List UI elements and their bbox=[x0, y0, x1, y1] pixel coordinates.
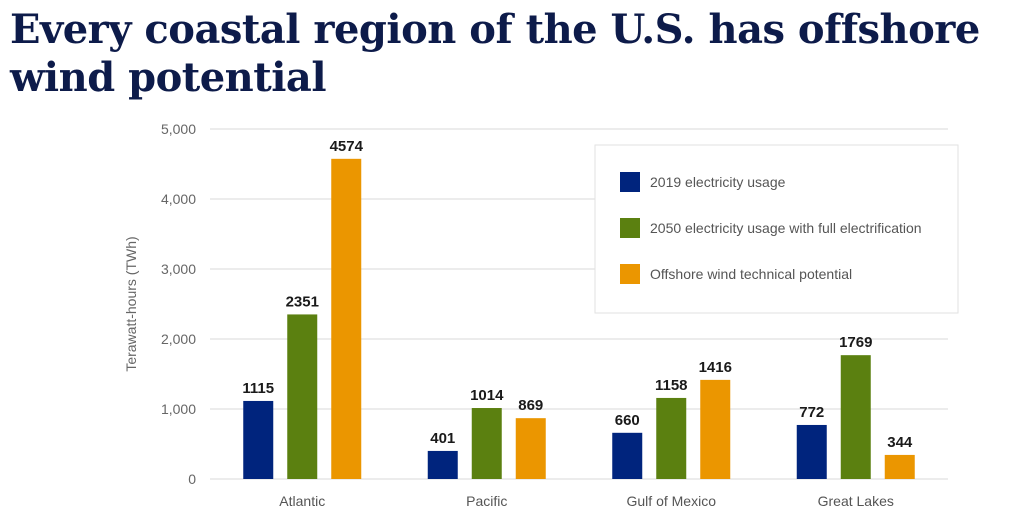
bar bbox=[884, 454, 915, 479]
legend-swatch bbox=[620, 172, 640, 192]
data-label: 1158 bbox=[655, 377, 688, 394]
y-tick-label: 4,000 bbox=[161, 191, 196, 207]
x-axis-labels: Atlantic Pacific Gulf of Mexico Great Lakes bbox=[279, 493, 894, 509]
legend-swatch bbox=[620, 264, 640, 284]
data-label: 1115 bbox=[242, 380, 274, 397]
y-tick-label: 1,000 bbox=[161, 401, 196, 417]
data-label: 772 bbox=[799, 404, 824, 421]
bar bbox=[243, 400, 274, 479]
data-label: 660 bbox=[615, 412, 640, 429]
data-label: 344 bbox=[887, 434, 913, 451]
bars: 1115 2351 4574 401 1014 869 660 1158 1416 772 1769… bbox=[242, 138, 915, 479]
y-axis-ticks: 0 1,000 2,000 3,000 4,000 5,000 bbox=[161, 121, 196, 487]
x-tick-label: Atlantic bbox=[279, 493, 325, 509]
legend: 2019 electricity usage 2050 electricity u… bbox=[594, 144, 959, 314]
bar bbox=[471, 408, 502, 479]
bar bbox=[656, 397, 687, 479]
data-label: 2351 bbox=[286, 293, 319, 310]
data-label: 401 bbox=[430, 430, 455, 447]
y-tick-label: 5,000 bbox=[161, 121, 196, 137]
x-tick-label: Great Lakes bbox=[818, 493, 894, 509]
bar bbox=[331, 158, 362, 479]
bar bbox=[427, 450, 458, 479]
bar bbox=[796, 424, 827, 479]
y-axis-label: Terawatt-hours (TWh) bbox=[123, 236, 139, 371]
chart-title: Every coastal region of the U.S. has off… bbox=[10, 6, 980, 101]
legend-box bbox=[594, 144, 959, 314]
legend-label: Offshore wind technical potential bbox=[650, 266, 852, 282]
bar bbox=[515, 418, 546, 479]
data-label: 4574 bbox=[330, 138, 364, 155]
x-tick-label: Gulf of Mexico bbox=[627, 493, 717, 509]
bar bbox=[840, 355, 871, 479]
legend-swatch bbox=[620, 218, 640, 238]
data-label: 1769 bbox=[839, 334, 872, 351]
data-label: 1416 bbox=[699, 359, 732, 376]
x-tick-label: Pacific bbox=[466, 493, 507, 509]
data-label: 869 bbox=[518, 397, 543, 414]
legend-label: 2019 electricity usage bbox=[650, 174, 786, 190]
bar bbox=[700, 379, 731, 479]
bar bbox=[287, 314, 318, 479]
y-tick-label: 3,000 bbox=[161, 261, 196, 277]
y-tick-label: 0 bbox=[188, 471, 196, 487]
y-tick-label: 2,000 bbox=[161, 331, 196, 347]
legend-label: 2050 electricity usage with full electri… bbox=[650, 220, 922, 236]
data-label: 1014 bbox=[470, 387, 504, 404]
bar bbox=[612, 432, 643, 479]
